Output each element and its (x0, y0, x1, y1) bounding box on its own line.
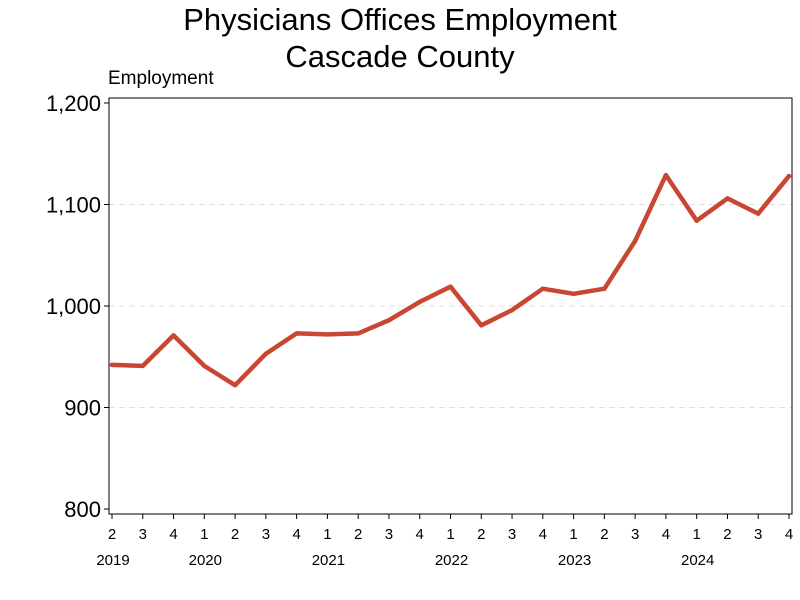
x-tick-label: 2 (600, 526, 608, 543)
y-axis-label: Employment (108, 68, 214, 89)
data-point (417, 299, 422, 305)
x-tick-label: 2 (354, 526, 362, 543)
x-year-label: 2023 (558, 552, 591, 569)
series-line (109, 172, 792, 388)
x-tick-label: 1 (200, 526, 208, 543)
x-year-label: 2020 (189, 552, 222, 569)
y-tick-label: 900 (64, 396, 101, 421)
data-point (509, 307, 515, 313)
data-point (109, 362, 115, 368)
y-tick-label: 800 (64, 497, 101, 522)
data-point (171, 333, 176, 338)
data-point (540, 286, 546, 291)
x-tick-label: 4 (662, 526, 670, 543)
data-point (355, 331, 361, 336)
chart-title: Physicians Offices Employment (183, 2, 617, 37)
data-point (756, 211, 761, 216)
x-tick-label: 3 (754, 526, 762, 543)
data-point (571, 291, 576, 297)
data-point (140, 363, 145, 369)
x-year-label: 2024 (681, 552, 714, 569)
x-year-label: 2019 (96, 552, 129, 569)
x-tick-label: 3 (385, 526, 393, 543)
data-point (325, 332, 330, 337)
x-tick-label: 1 (569, 526, 577, 543)
x-tick-label: 3 (631, 526, 639, 543)
data-point (694, 218, 699, 223)
data-point (232, 382, 238, 388)
x-tick-label: 3 (139, 526, 147, 543)
x-tick-label: 1 (446, 526, 454, 543)
data-point (602, 286, 607, 291)
data-point (202, 363, 207, 369)
x-tick-label: 4 (416, 526, 424, 543)
x-tick-label: 4 (169, 526, 177, 543)
data-point (386, 318, 392, 323)
x-tick-label: 4 (785, 526, 793, 543)
x-tick-label: 2 (231, 526, 239, 543)
data-point (663, 172, 669, 178)
data-point (725, 196, 730, 201)
x-tick-label: 1 (323, 526, 331, 543)
y-tick-label: 1,000 (46, 294, 101, 319)
data-point (632, 238, 638, 244)
data-point (786, 173, 792, 179)
y-tick-label: 1,100 (46, 193, 101, 218)
x-tick-label: 4 (292, 526, 300, 543)
x-tick-label: 3 (262, 526, 270, 543)
data-point (294, 331, 299, 336)
x-year-label: 2021 (312, 552, 345, 569)
x-tick-label: 4 (539, 526, 547, 543)
data-point (448, 284, 453, 289)
x-tick-label: 2 (477, 526, 485, 543)
x-tick-label: 3 (508, 526, 516, 543)
x-tick-label: 2 (108, 526, 116, 543)
data-point (479, 323, 484, 328)
x-tick-label: 2 (723, 526, 731, 543)
x-year-label: 2022 (435, 552, 468, 569)
y-tick-label: 1,200 (46, 91, 101, 116)
chart-subtitle: Cascade County (285, 39, 515, 74)
data-point (263, 351, 269, 356)
x-tick-label: 1 (693, 526, 701, 543)
